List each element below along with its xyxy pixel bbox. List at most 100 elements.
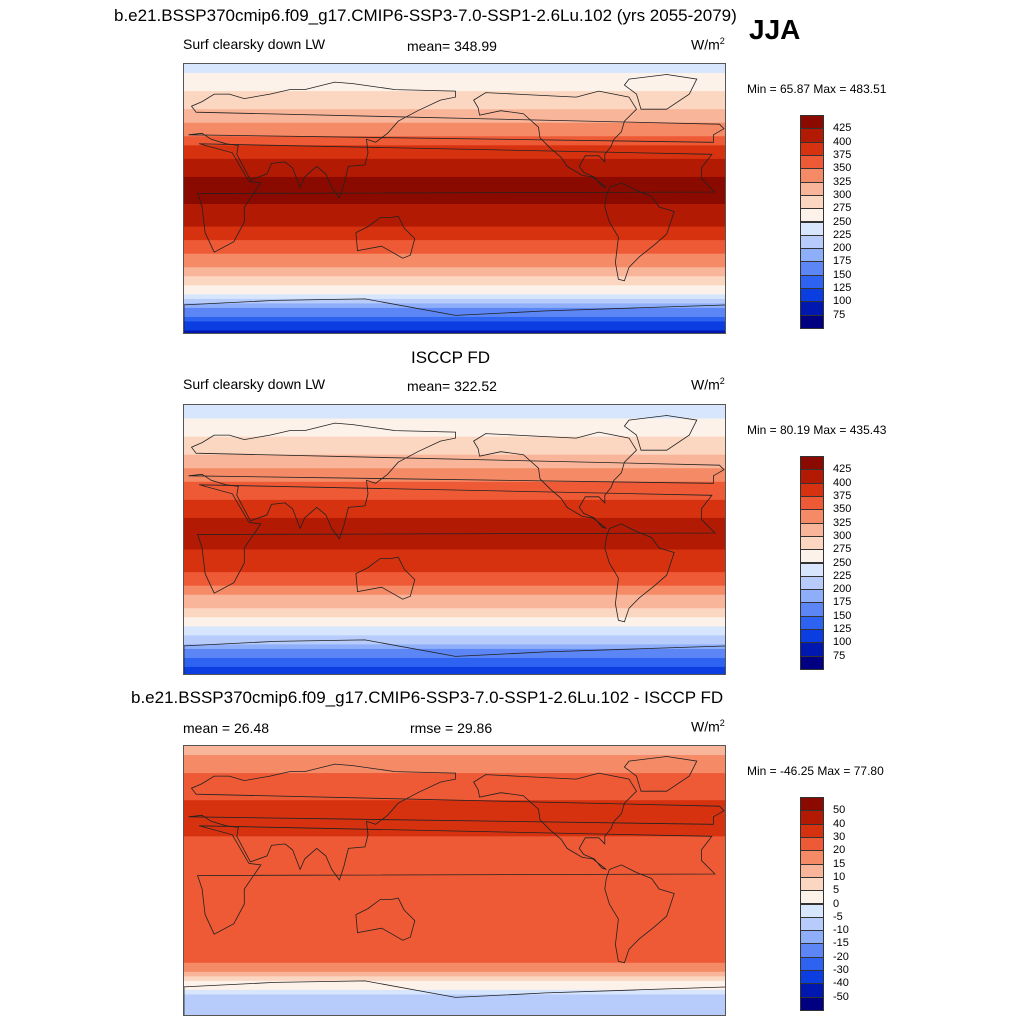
colorbar-tick-label: 325 (833, 175, 852, 188)
colorbar-tick-label: -10 (833, 924, 849, 937)
heatmap-band (184, 590, 725, 596)
colorbar-swatch (800, 642, 824, 657)
heatmap-band (184, 253, 725, 259)
colorbar-tick-label: 15 (833, 857, 846, 870)
colorbar-tick-label: 325 (833, 516, 852, 529)
colorbar-swatch (800, 916, 824, 932)
colorbar-tick-label: 30 (833, 830, 846, 843)
heatmap-band (184, 976, 725, 982)
heatmap-band (184, 414, 725, 420)
panel2-title: ISCCP FD (411, 348, 491, 367)
heatmap-band (184, 867, 725, 874)
heatmap-band (184, 899, 725, 905)
colorbar-swatch (800, 797, 824, 812)
heatmap-band (184, 427, 725, 433)
heatmap-band (184, 567, 725, 573)
colorbar-tick-label: -40 (833, 977, 849, 990)
colorbar-swatch (800, 168, 824, 183)
heatmap-band (184, 967, 725, 973)
heatmap-band (184, 463, 725, 469)
panel1-colorbar: 75 100 125 150 175 200 225 250 275 300 325 350 375 40… (800, 115, 851, 329)
heatmap-band (184, 450, 725, 456)
colorbar-tick-label: 175 (833, 255, 852, 268)
colorbar-tick-label: 40 (833, 817, 846, 830)
heatmap-band (184, 809, 725, 815)
heatmap-band (184, 208, 725, 214)
colorbar-swatch (800, 288, 824, 303)
heatmap-band (184, 321, 725, 327)
heatmap-band (184, 822, 725, 828)
heatmap-band (184, 64, 725, 70)
heatmap-band (184, 657, 725, 664)
colorbar-tick-label: 150 (833, 609, 852, 622)
panel3-minmax: Min = -46.25 Max = 77.80 (747, 764, 884, 778)
heatmap-band (184, 82, 725, 88)
heatmap-band (184, 495, 725, 501)
colorbar-tick-label: 0 (833, 897, 840, 910)
heatmap-band (184, 895, 725, 901)
heatmap-band (184, 813, 725, 819)
map-svg (184, 405, 725, 674)
heatmap-band (184, 118, 725, 124)
heatmap-band (184, 626, 725, 632)
heatmap-band (184, 100, 725, 106)
heatmap-band (184, 545, 725, 551)
panel1-map (183, 63, 726, 334)
colorbar-swatch (800, 456, 824, 471)
heatmap-band (184, 985, 725, 991)
colorbar-swatch (800, 261, 824, 276)
heatmap-band (184, 746, 725, 752)
colorbar-swatch (800, 234, 824, 250)
heatmap-band (184, 904, 725, 910)
heatmap-band (184, 845, 725, 851)
heatmap-band (184, 127, 725, 133)
heatmap-band (184, 517, 725, 524)
panel2-units: W/m2 (691, 376, 725, 393)
heatmap-band (184, 594, 725, 600)
heatmap-band (184, 840, 725, 846)
heatmap-band (184, 962, 725, 968)
heatmap-band (184, 1012, 725, 1015)
heatmap-band (184, 777, 725, 783)
heatmap-band (184, 325, 725, 332)
heatmap-band (184, 131, 725, 137)
heatmap-band (184, 459, 725, 465)
heatmap-band (184, 768, 725, 774)
heatmap-band (184, 581, 725, 587)
heatmap-band (184, 913, 725, 919)
colorbar-tick-label: 400 (833, 135, 852, 148)
heatmap-band (184, 163, 725, 169)
colorbar-tick-label: -5 (833, 910, 843, 923)
colorbar-tick-label: 175 (833, 596, 852, 609)
heatmap-band (184, 1003, 725, 1009)
colorbar-swatch (800, 836, 824, 852)
heatmap-band (184, 122, 725, 128)
heatmap-band (184, 217, 725, 223)
colorbar-tick-label: 100 (833, 295, 852, 308)
heatmap-band (184, 258, 725, 264)
colorbar-tick-label: 375 (833, 489, 852, 502)
heatmap-band (184, 922, 725, 928)
heatmap-band (184, 235, 725, 241)
colorbar-tick-label: 150 (833, 268, 852, 281)
colorbar-swatch (800, 482, 824, 497)
coastline (623, 415, 698, 451)
coastline (355, 215, 416, 259)
heatmap-band (184, 940, 725, 946)
heatmap-band (184, 276, 725, 282)
heatmap-band (184, 508, 725, 514)
heatmap-band (184, 289, 725, 295)
heatmap-band (184, 262, 725, 268)
colorbar-tick-label: -30 (833, 964, 849, 977)
heatmap-band (184, 755, 725, 761)
heatmap-band (184, 68, 725, 74)
heatmap-band (184, 249, 725, 255)
colorbar-swatch (800, 128, 824, 143)
colorbar-swatch (800, 115, 824, 130)
colorbar-swatch (800, 141, 824, 156)
heatmap-band (184, 791, 725, 797)
heatmap-band (184, 167, 725, 173)
heatmap-band (184, 176, 725, 183)
colorbar-tick-label: 200 (833, 583, 852, 596)
coastline (355, 897, 416, 941)
